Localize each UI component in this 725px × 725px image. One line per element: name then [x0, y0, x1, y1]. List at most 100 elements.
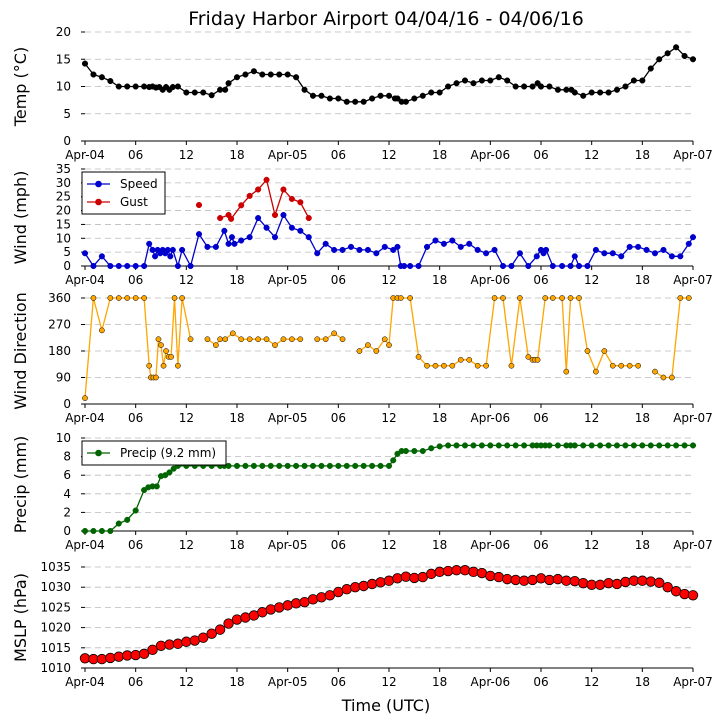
y-tick-label: 1030 — [40, 580, 71, 594]
data-point — [272, 212, 278, 218]
data-point — [454, 443, 460, 449]
data-point — [336, 463, 342, 469]
data-point — [509, 363, 514, 368]
speed-series-line — [85, 215, 693, 266]
x-tick-label: 18 — [432, 538, 447, 552]
data-point — [170, 84, 176, 90]
x-tick-label: 18 — [432, 675, 447, 689]
y-axis-label: Wind (mph) — [11, 171, 30, 265]
dir-series-line — [85, 298, 191, 398]
x-tick-label: 06 — [331, 675, 346, 689]
data-point — [108, 295, 113, 300]
y-tick-label: 4 — [63, 487, 71, 501]
x-tick-label: 18 — [432, 148, 447, 162]
x-tick-label: 18 — [432, 273, 447, 287]
data-point — [521, 443, 527, 449]
data-point — [226, 463, 232, 469]
data-point — [124, 517, 130, 523]
data-point — [564, 369, 569, 374]
data-point — [382, 337, 387, 342]
data-point — [564, 87, 570, 93]
data-point — [393, 574, 403, 584]
x-tick-label: 12 — [179, 273, 194, 287]
data-point — [213, 343, 218, 348]
data-point — [361, 463, 367, 469]
data-point — [678, 253, 684, 259]
data-point — [289, 196, 295, 202]
data-point — [534, 253, 540, 259]
temp-panel: 0 5 10 15 20 Apr-04 06 12 18 Apr-05 06 12 18 Apr-06 06… — [11, 25, 713, 162]
data-point — [488, 78, 494, 84]
data-point — [614, 87, 620, 93]
data-point — [234, 463, 240, 469]
y-tick-label: 1020 — [40, 621, 71, 635]
data-point — [196, 231, 202, 237]
data-point — [424, 244, 430, 250]
y-tick-label: 5 — [63, 245, 71, 259]
legend-swatch-marker — [96, 450, 102, 456]
data-point — [621, 577, 631, 587]
data-point — [536, 574, 546, 584]
data-point — [365, 343, 370, 348]
y-axis-label: MSLP (hPa) — [11, 573, 30, 662]
data-point — [124, 263, 130, 269]
data-point — [125, 295, 130, 300]
data-point — [141, 263, 147, 269]
data-point — [374, 250, 380, 256]
data-point — [390, 458, 396, 464]
data-point — [504, 78, 510, 84]
data-point — [272, 234, 278, 240]
data-point — [445, 443, 451, 449]
data-point — [560, 295, 565, 300]
x-tick-label: 12 — [584, 538, 599, 552]
data-point — [359, 581, 369, 591]
data-point — [610, 363, 615, 368]
data-point — [535, 357, 540, 362]
y-tick-label: 0 — [63, 134, 71, 148]
data-point — [226, 80, 232, 86]
data-point — [274, 603, 284, 613]
data-point — [369, 463, 375, 469]
data-point — [462, 78, 468, 84]
data-point — [306, 215, 312, 221]
data-point — [648, 66, 654, 72]
x-tick-label: Apr-07 — [673, 148, 713, 162]
data-point — [483, 250, 489, 256]
data-point — [460, 565, 470, 575]
data-point — [82, 528, 88, 534]
data-point — [673, 443, 679, 449]
x-tick-label: Apr-06 — [471, 273, 511, 287]
x-tick-label: Apr-05 — [268, 411, 308, 425]
data-point — [513, 443, 519, 449]
data-point — [559, 263, 565, 269]
data-point — [150, 247, 156, 253]
data-point — [454, 80, 460, 86]
data-point — [526, 263, 532, 269]
data-point — [348, 244, 354, 250]
data-point — [319, 93, 325, 99]
data-point — [376, 578, 386, 588]
data-point — [209, 92, 215, 98]
data-point — [298, 337, 303, 342]
data-point — [165, 247, 171, 253]
data-point — [568, 263, 574, 269]
data-point — [260, 463, 266, 469]
data-point — [357, 348, 362, 353]
data-point — [205, 244, 211, 250]
data-point — [420, 448, 426, 454]
data-point — [99, 74, 105, 80]
data-point — [568, 295, 573, 300]
data-point — [665, 50, 671, 56]
data-point — [232, 241, 238, 247]
data-point — [466, 241, 472, 247]
data-point — [543, 247, 549, 253]
data-point — [133, 263, 139, 269]
y-tick-label: 35 — [56, 162, 71, 176]
y-axis-label: Precip (mm) — [11, 436, 30, 534]
data-point — [156, 641, 166, 651]
data-point — [327, 96, 333, 102]
data-point — [260, 72, 266, 78]
data-point — [163, 348, 168, 353]
y-tick-label: 1035 — [40, 560, 71, 574]
x-tick-label: Apr-06 — [471, 538, 511, 552]
